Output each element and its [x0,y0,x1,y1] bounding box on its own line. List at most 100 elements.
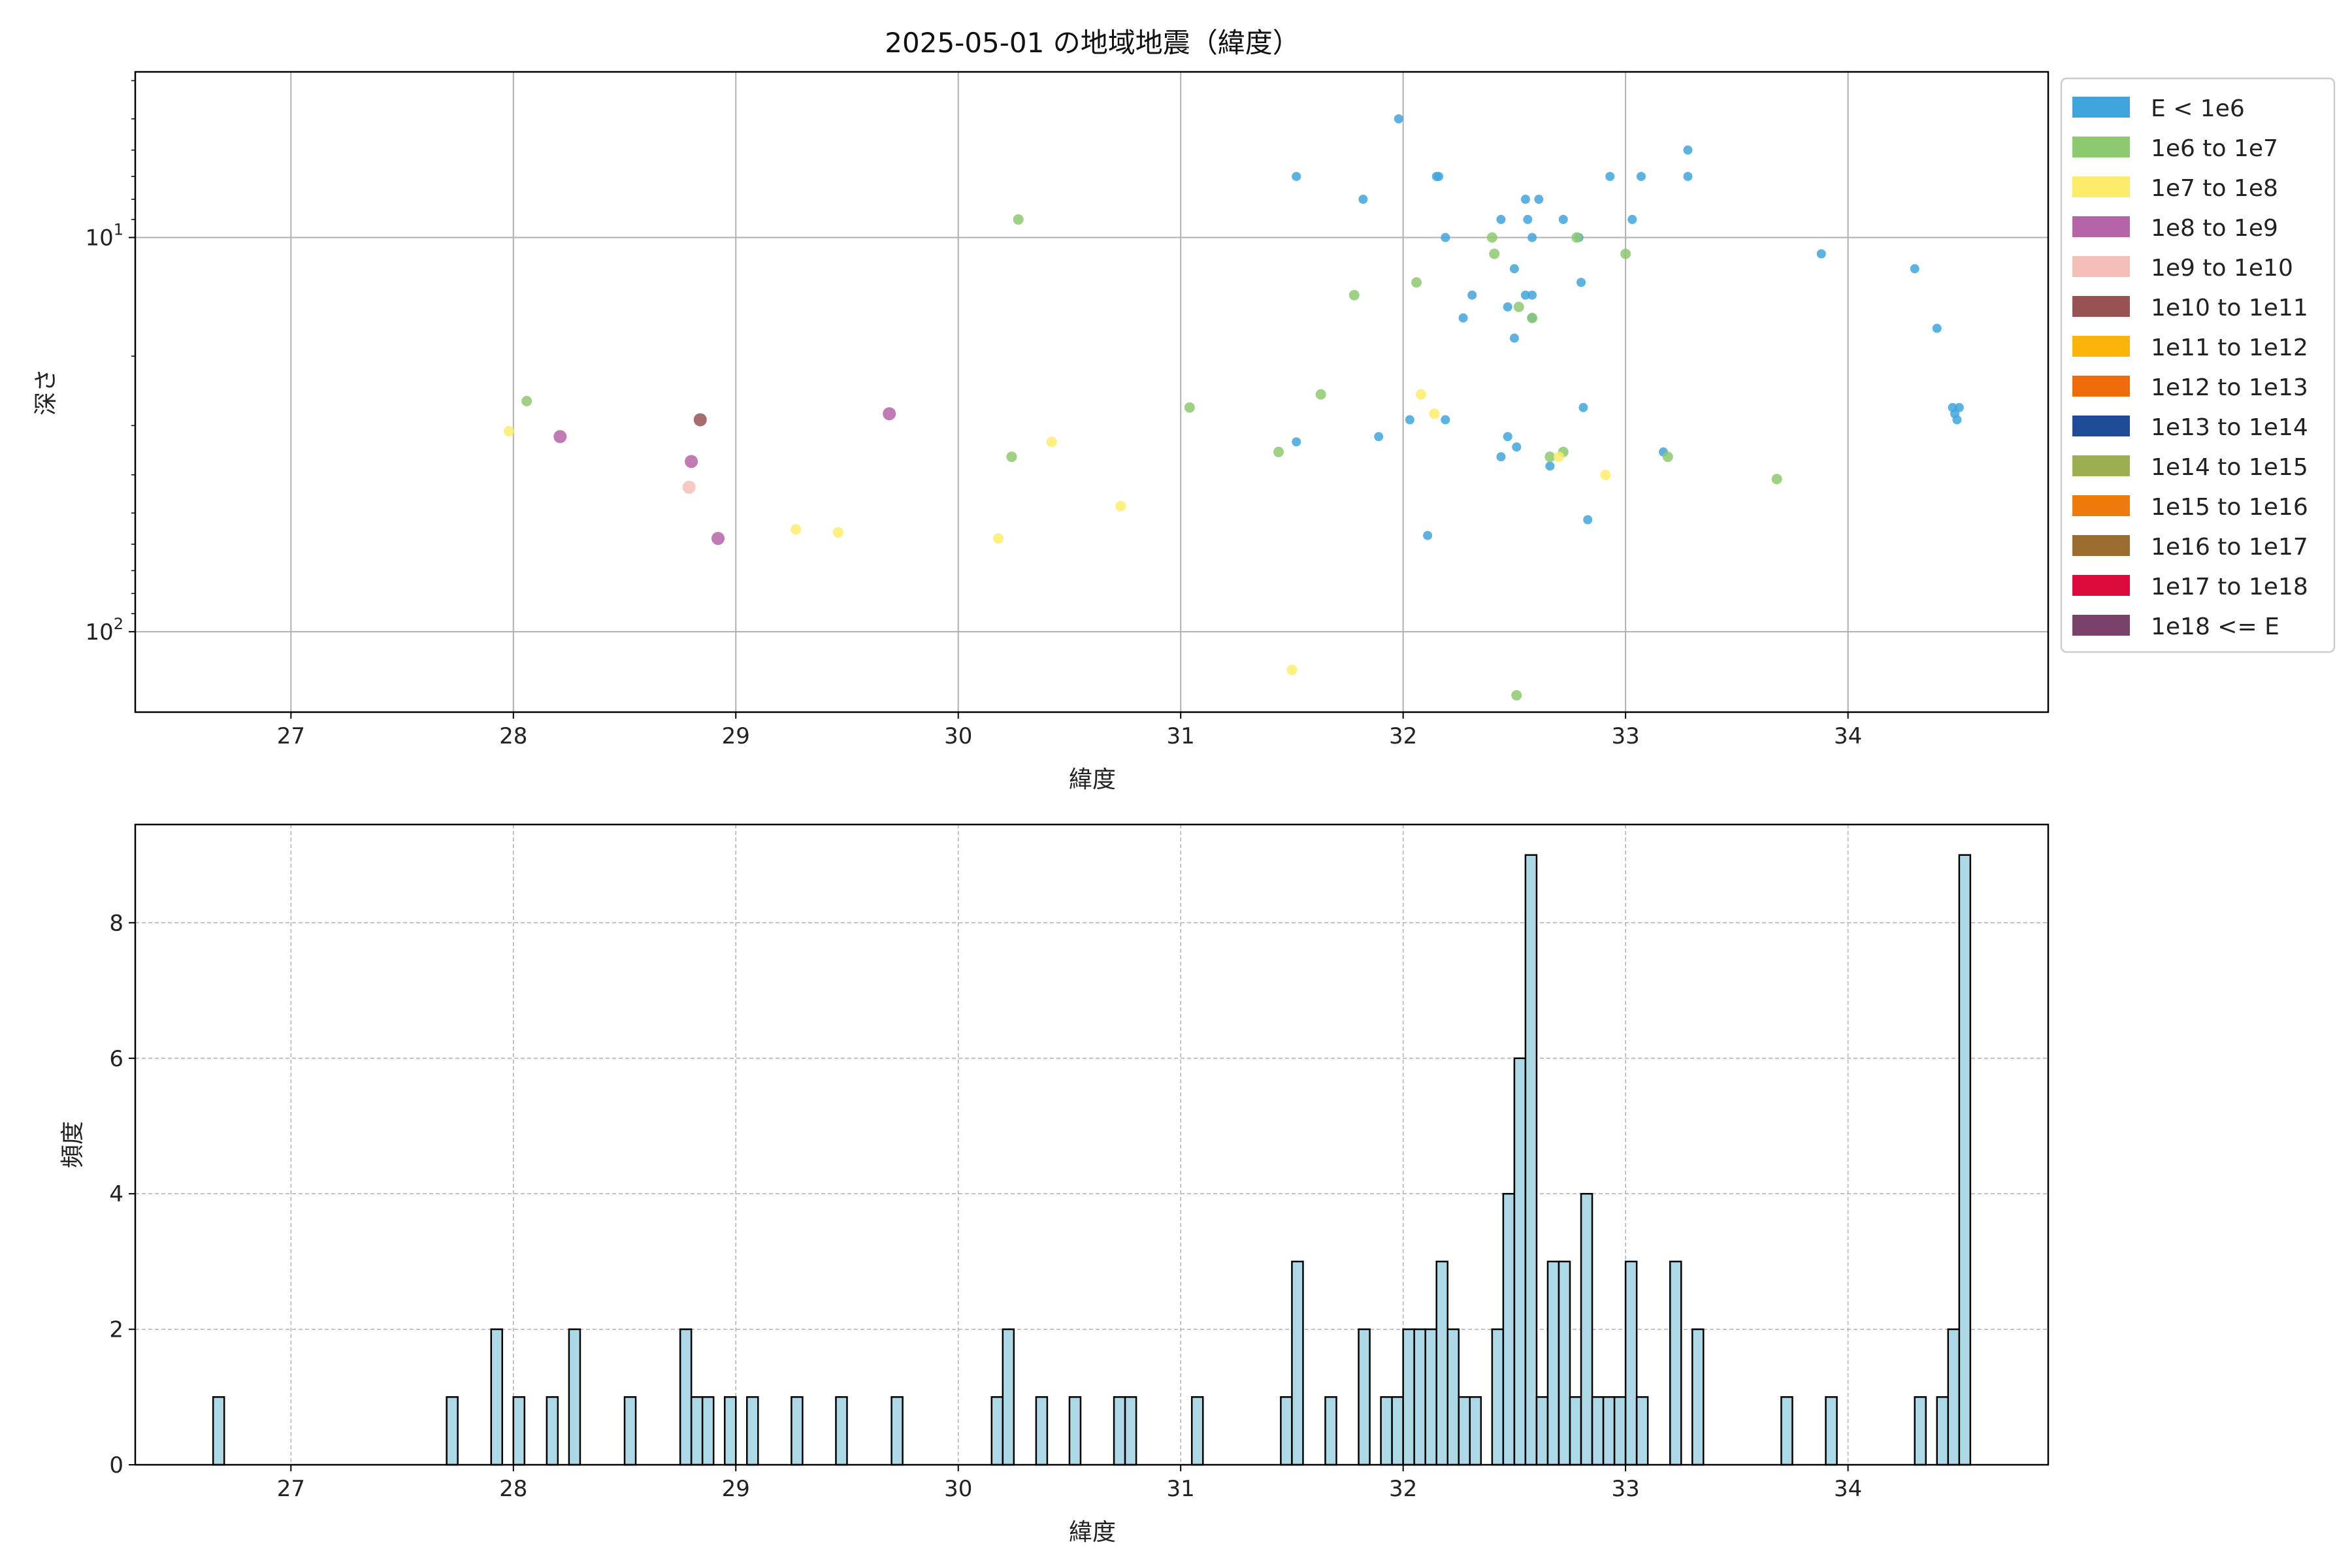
histogram-y-tick-label: 2 [109,1317,123,1343]
legend-entry-label: 1e15 to 1e16 [2151,494,2308,521]
histogram-bar [1569,1396,1582,1466]
scatter-point [1394,114,1403,123]
scatter-point [1486,232,1497,243]
histogram-bar [1546,1260,1560,1466]
histogram-x-ticks: 27 28 29 30 31 32 33 34 [277,1465,1862,1502]
legend-entry-label: 1e11 to 1e12 [2151,335,2308,361]
scatter-point [1292,172,1301,182]
scatter-point [1636,172,1646,182]
histogram-x-tick-label: 31 [1167,1476,1195,1502]
histogram-chart: 27 28 29 30 31 32 33 34 0 2 4 6 8 緯度 頻度 [59,823,2050,1546]
scatter-point [1571,232,1582,243]
legend-entry-label: 1e9 to 1e10 [2151,255,2293,282]
legend-entry-label: 1e8 to 1e9 [2151,215,2278,242]
legend-swatch [2072,97,2130,118]
legend-frame [2060,77,2336,653]
histogram-x-tick-label: 29 [722,1476,750,1502]
scatter-plot-frame [134,71,2050,713]
scatter-point [1374,432,1384,442]
scatter-point [1952,415,1962,425]
scatter-point [1434,172,1444,182]
histogram-bar [1280,1396,1293,1466]
scatter-point [1115,500,1126,512]
histogram-x-axis-label: 緯度 [1069,1519,1116,1546]
legend-entry-label: 1e17 to 1e18 [2151,574,2308,600]
scatter-point [1662,451,1673,463]
scatter-point [1358,195,1368,204]
scatter-point [711,532,725,546]
legend-swatch [2072,256,2130,277]
scatter-y-ticks: 101 102 [85,80,135,645]
scatter-point [1509,333,1519,343]
scatter-point [1771,474,1782,485]
histogram-bar [1825,1396,1838,1466]
scatter-point [1816,249,1826,259]
scatter-y-tick-label: 102 [85,615,123,645]
histogram-bar [1524,854,1538,1466]
histogram-y-tick-label: 8 [109,910,123,936]
scatter-title: 2025-05-01 の地域地震（緯度） [885,27,1299,59]
scatter-point [1348,289,1360,301]
scatter-point [1520,290,1530,300]
histogram-x-tick-label: 32 [1389,1476,1417,1502]
histogram-bar [1391,1396,1404,1466]
histogram-x-tick-label: 34 [1834,1476,1862,1502]
histogram-y-tick-label: 0 [109,1452,123,1478]
scatter-point [553,430,567,444]
scatter-x-tick-label: 31 [1167,723,1195,749]
histogram-bar [1502,1192,1516,1466]
histogram-y-tick-label: 4 [109,1181,123,1207]
histogram-x-tick-label: 33 [1611,1476,1639,1502]
histogram-x-tick-label: 28 [499,1476,527,1502]
scatter-x-axis-label: 緯度 [1069,766,1116,793]
histogram-bar [1613,1396,1627,1466]
legend-swatch [2072,455,2130,476]
histogram-grid [135,825,2048,1465]
histogram-bar [1558,1260,1571,1466]
legend-swatch [2072,376,2130,397]
histogram-bar [1513,1057,1527,1466]
scatter-point [682,480,696,494]
histogram-bar [1491,1328,1505,1466]
scatter-point [1496,214,1506,224]
histogram-bar [1936,1396,1950,1466]
histogram-bar [1580,1192,1593,1466]
histogram-x-tick-label: 30 [944,1476,972,1502]
legend-entry-label: 1e10 to 1e11 [2151,295,2308,321]
histogram-bar [1291,1260,1304,1466]
scatter-point [1534,195,1544,204]
histogram-bar [1602,1396,1616,1466]
histogram-bar [1002,1328,1015,1466]
histogram-bars [212,854,1972,1466]
scatter-chart: 2025-05-01 の地域地震（緯度） 27 28 29 30 31 32 33 34 10… [33,27,2050,793]
scatter-point [521,395,532,406]
histogram-y-ticks: 0 2 4 6 8 [109,910,135,1478]
histogram-bar [1380,1396,1393,1466]
scatter-point [993,533,1004,544]
scatter-point [1496,452,1506,462]
histogram-bar [212,1396,225,1466]
legend-swatch [2072,495,2130,516]
histogram-plot-frame [134,823,2050,1466]
legend-entry-label: 1e7 to 1e8 [2151,175,2278,202]
histogram-bar [1358,1328,1371,1466]
legend-entry-label: E < 1e6 [2151,95,2245,122]
scatter-x-tick-label: 27 [277,723,305,749]
histogram-bar [1624,1260,1638,1466]
histogram-bar [1535,1396,1549,1466]
scatter-point [1458,313,1468,323]
histogram-bar [512,1396,526,1466]
scatter-point [1503,302,1512,312]
scatter-point [1520,195,1530,204]
legend-entry-label: 1e6 to 1e7 [2151,135,2278,162]
histogram-bar [690,1396,704,1466]
scatter-point [1503,432,1512,442]
legend: E < 1e6 1e6 to 1e7 1e7 to 1e8 1e8 to 1e9 1e9… [2060,77,2336,653]
histogram-bar [1458,1396,1471,1466]
scatter-point [791,524,802,535]
scatter-point [1315,389,1326,400]
histogram-bar [1124,1396,1137,1466]
histogram-bar [1435,1260,1448,1466]
scatter-x-tick-label: 28 [499,723,527,749]
scatter-point [1467,290,1477,300]
